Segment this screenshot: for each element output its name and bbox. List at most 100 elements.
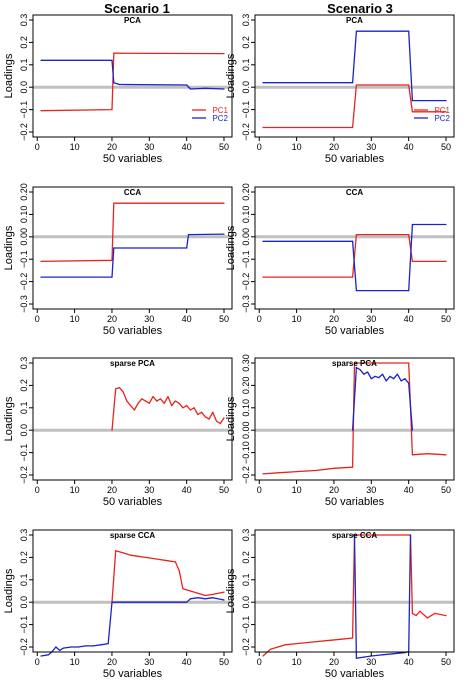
- data-point-pc1: [40, 110, 42, 112]
- data-point-pc2: [40, 59, 42, 61]
- x-tick-label: 30: [144, 485, 154, 495]
- x-tick-label: 30: [144, 657, 154, 667]
- data-point-pc1: [426, 453, 428, 455]
- data-point-pc2: [355, 366, 357, 369]
- x-tick-label: 0: [35, 142, 40, 152]
- x-tick-label: 10: [70, 314, 80, 324]
- y-tick-label: −0.1: [241, 250, 251, 268]
- data-point-pc2: [374, 375, 376, 377]
- data-point-pc1: [408, 534, 410, 536]
- data-point-pc2: [445, 223, 447, 226]
- data-point-pc2: [411, 223, 413, 226]
- x-tick-label: 40: [182, 314, 192, 324]
- x-tick-label: 40: [404, 657, 414, 667]
- panel-title: sparse PCA: [110, 359, 155, 368]
- data-point-pc1: [152, 557, 154, 560]
- x-tick-label: 40: [404, 142, 414, 152]
- data-point-pc1: [352, 466, 354, 468]
- data-point-pc1: [445, 111, 447, 113]
- data-point-pc2: [118, 83, 120, 86]
- x-tick-label: 40: [182, 657, 192, 667]
- x-tick-label: 20: [107, 657, 117, 667]
- data-point-pc1: [223, 591, 225, 593]
- data-point-pc1: [118, 387, 120, 389]
- y-axis-label: Loadings: [225, 225, 237, 270]
- data-point-pc1: [159, 398, 162, 400]
- x-tick-label: 0: [35, 314, 40, 324]
- data-point-pc2: [411, 100, 413, 102]
- y-tick-label: −0.2: [19, 466, 29, 484]
- x-tick-label: 30: [366, 657, 376, 667]
- data-point-pc2: [40, 276, 42, 278]
- data-point-pc2: [223, 88, 225, 90]
- data-point-pc2: [370, 378, 372, 380]
- data-point-pc1: [115, 550, 117, 552]
- series-line-pc2: [41, 233, 225, 278]
- data-point-pc1: [40, 260, 42, 262]
- data-point-pc2: [59, 649, 61, 652]
- data-point-pc1: [419, 610, 421, 612]
- data-point-pc1: [215, 420, 218, 422]
- data-point-pc1: [262, 276, 264, 278]
- data-point-pc1: [197, 413, 199, 416]
- plot-frame: [32, 14, 233, 138]
- x-tick-label: 20: [329, 314, 339, 324]
- data-point-pc1: [426, 617, 428, 619]
- y-tick-label: 0.00: [19, 228, 29, 246]
- data-point-pc1: [178, 402, 180, 404]
- data-point-pc1: [223, 53, 225, 55]
- x-tick-label: 0: [35, 485, 40, 495]
- data-point-pc2: [262, 82, 264, 84]
- data-point-pc2: [352, 82, 354, 84]
- x-tick-label: 20: [329, 142, 339, 152]
- data-point-pc1: [178, 570, 180, 572]
- data-point-pc2: [393, 378, 395, 380]
- panel-1: PCA 0 10 20 30 40 50 −0.2 −0.1 0.0 0.1 0.2 0.3 50 var…: [3, 14, 233, 165]
- data-point-pc1: [284, 644, 286, 646]
- panel-title: CCA: [346, 188, 364, 197]
- y-tick-label: 0.20: [241, 377, 251, 395]
- x-axis-label: 50 variables: [103, 325, 163, 337]
- data-point-pc1: [411, 454, 413, 456]
- data-point-pc1: [137, 402, 139, 404]
- x-tick-label: 0: [257, 314, 262, 324]
- data-point-pc2: [111, 59, 113, 61]
- y-tick-label: −0.1: [19, 250, 29, 268]
- y-tick-label: 0.00: [241, 421, 251, 439]
- series-line-pc2: [263, 223, 446, 292]
- data-point-pc1: [445, 615, 447, 617]
- data-point-pc1: [167, 560, 169, 562]
- y-tick-label: 0.1: [241, 59, 251, 72]
- data-point-pc1: [352, 276, 354, 278]
- y-tick-label: −0.1: [241, 101, 251, 119]
- data-point-pc1: [329, 639, 331, 641]
- x-tick-label: 20: [107, 314, 117, 324]
- y-tick-label: −0.2: [241, 638, 251, 656]
- x-axis-label: 50 variables: [325, 325, 385, 337]
- y-tick-label: 0.10: [19, 206, 29, 224]
- y-tick-label: 0.3: [19, 14, 29, 27]
- data-point-pc1: [415, 615, 417, 617]
- x-axis-label: 50 variables: [103, 496, 163, 508]
- y-tick-label: 0.2: [19, 36, 29, 49]
- x-tick-label: 10: [70, 142, 80, 152]
- data-point-pc1: [204, 594, 206, 597]
- data-point-pc1: [159, 559, 162, 561]
- data-point-pc2: [409, 534, 412, 536]
- x-axis-label: 50 variables: [325, 668, 385, 680]
- x-tick-label: 10: [292, 485, 302, 495]
- data-point-pc1: [411, 111, 413, 113]
- panel-6: sparse PCA 0 10 20 30 40 50 −0.2 −0.10 0.00 0.10 0.…: [225, 354, 455, 508]
- data-point-pc1: [113, 52, 115, 54]
- y-tick-label: 0.20: [19, 183, 29, 201]
- data-point-pc2: [381, 654, 384, 656]
- data-point-pc1: [353, 362, 356, 364]
- data-point-pc1: [115, 388, 117, 390]
- data-point-pc2: [55, 646, 57, 648]
- y-tick-label: 0.1: [241, 574, 251, 587]
- series-line-pc1: [40, 202, 224, 263]
- data-point-pc2: [47, 654, 50, 656]
- plot-frame: [32, 357, 233, 481]
